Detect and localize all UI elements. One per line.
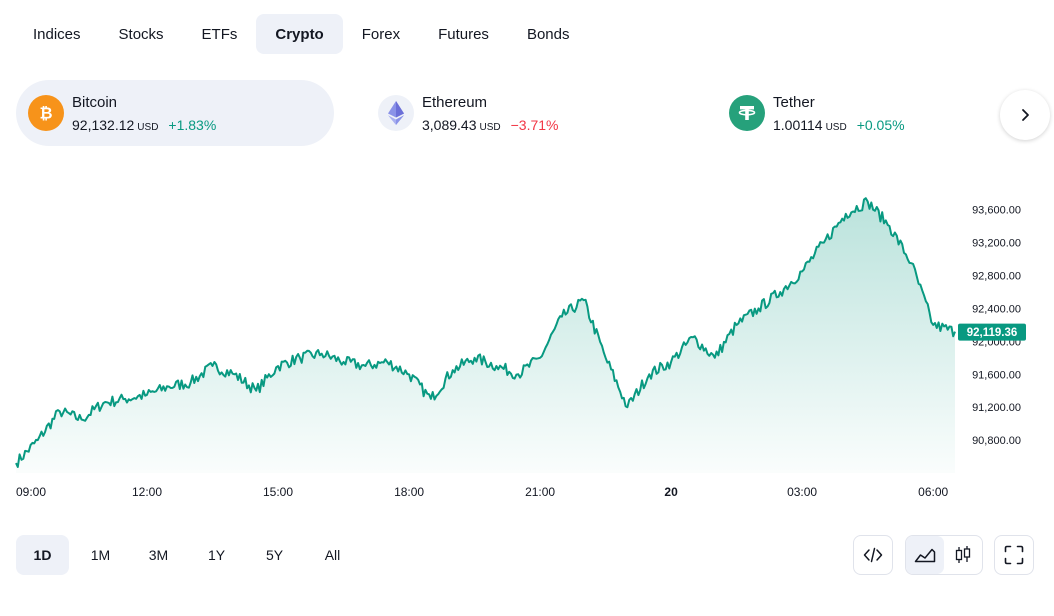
asset-cards: ₿ Bitcoin 92,132.12 USD +1.83% Ethereum … bbox=[16, 80, 1050, 146]
bitcoin-icon: ₿ bbox=[28, 95, 64, 131]
asset-name: Ethereum bbox=[422, 93, 488, 111]
last-price-label: 92,119.36 bbox=[967, 327, 1018, 339]
range-1m[interactable]: 1M bbox=[90, 547, 111, 563]
x-tick-label: 09:00 bbox=[16, 485, 46, 499]
x-tick-label: 12:00 bbox=[132, 485, 162, 499]
asset-name: Tether bbox=[773, 93, 815, 111]
asset-card-ethereum[interactable]: Ethereum 3,089.43 USD −3.71% bbox=[366, 80, 666, 146]
x-tick-label: 20 bbox=[664, 485, 678, 499]
y-tick-label: 91,200.00 bbox=[972, 402, 1021, 414]
tab-crypto[interactable]: Crypto bbox=[256, 14, 343, 54]
tab-indices[interactable]: Indices bbox=[33, 25, 81, 43]
tab-bonds[interactable]: Bonds bbox=[526, 25, 570, 43]
x-tick-label: 03:00 bbox=[787, 485, 817, 499]
svg-text:₿: ₿ bbox=[39, 104, 52, 123]
y-tick-label: 90,800.00 bbox=[972, 435, 1021, 447]
fullscreen-button[interactable] bbox=[995, 536, 1033, 574]
tab-futures[interactable]: Futures bbox=[438, 25, 489, 43]
candles-button[interactable] bbox=[944, 536, 982, 574]
tab-stocks[interactable]: Stocks bbox=[118, 25, 164, 43]
fullscreen-icon bbox=[1004, 545, 1024, 565]
area-chart-button[interactable] bbox=[906, 536, 944, 574]
asset-change: +1.83% bbox=[168, 116, 217, 133]
asset-card-tether[interactable]: Tether 1.00114 USD +0.05% bbox=[717, 80, 987, 146]
last-price-badge bbox=[958, 323, 1026, 341]
tab-etfs[interactable]: ETFs bbox=[201, 25, 238, 43]
price-area-fill bbox=[16, 198, 955, 473]
x-tick-label: 21:00 bbox=[525, 485, 555, 499]
asset-card-bitcoin[interactable]: ₿ Bitcoin 92,132.12 USD +1.83% bbox=[16, 80, 334, 146]
embed-button[interactable] bbox=[854, 536, 892, 574]
asset-price: 1.00114 bbox=[773, 116, 823, 133]
x-tick-label: 06:00 bbox=[918, 485, 948, 499]
asset-name: Bitcoin bbox=[72, 93, 118, 111]
range-5y[interactable]: 5Y bbox=[265, 547, 284, 563]
ethereum-icon bbox=[378, 95, 414, 131]
asset-change: −3.71% bbox=[510, 116, 559, 133]
range-3m[interactable]: 3M bbox=[148, 547, 169, 563]
tab-forex[interactable]: Forex bbox=[361, 25, 401, 43]
range-all[interactable]: All bbox=[324, 547, 341, 563]
chevron-right-icon bbox=[1022, 109, 1029, 121]
asset-currency: USD bbox=[137, 121, 159, 133]
x-tick-label: 18:00 bbox=[394, 485, 424, 499]
asset-price: 3,089.43 bbox=[422, 116, 477, 133]
y-tick-label: 92,400.00 bbox=[972, 303, 1021, 315]
asset-currency: USD bbox=[479, 121, 501, 133]
tether-icon bbox=[729, 95, 765, 131]
x-tick-label: 15:00 bbox=[263, 485, 293, 499]
next-assets-button[interactable] bbox=[1000, 90, 1050, 140]
y-tick-label: 91,600.00 bbox=[972, 369, 1021, 381]
y-tick-label: 93,600.00 bbox=[972, 205, 1021, 217]
range-selector: 1D 1M 3M 1Y 5Y All bbox=[16, 535, 364, 575]
embed-button-group bbox=[853, 535, 893, 575]
asset-price: 92,132.12 bbox=[72, 116, 135, 133]
price-chart[interactable]: 93,600.0093,200.0092,800.0092,400.0092,0… bbox=[0, 170, 1054, 510]
candles-icon bbox=[955, 546, 971, 563]
fullscreen-button-group bbox=[994, 535, 1034, 575]
asset-change: +0.05% bbox=[856, 116, 905, 133]
asset-currency: USD bbox=[825, 121, 847, 133]
range-1y[interactable]: 1Y bbox=[207, 547, 226, 563]
price-line bbox=[15, 197, 956, 468]
chart-style-toggle bbox=[905, 535, 983, 575]
y-tick-label: 93,200.00 bbox=[972, 238, 1021, 250]
range-1d[interactable]: 1D bbox=[16, 535, 69, 575]
y-tick-label: 92,800.00 bbox=[972, 271, 1021, 283]
market-tabs: Indices Stocks ETFs Crypto Forex Futures… bbox=[14, 14, 588, 54]
area-chart-icon bbox=[914, 548, 936, 563]
embed-code-icon bbox=[863, 547, 883, 563]
